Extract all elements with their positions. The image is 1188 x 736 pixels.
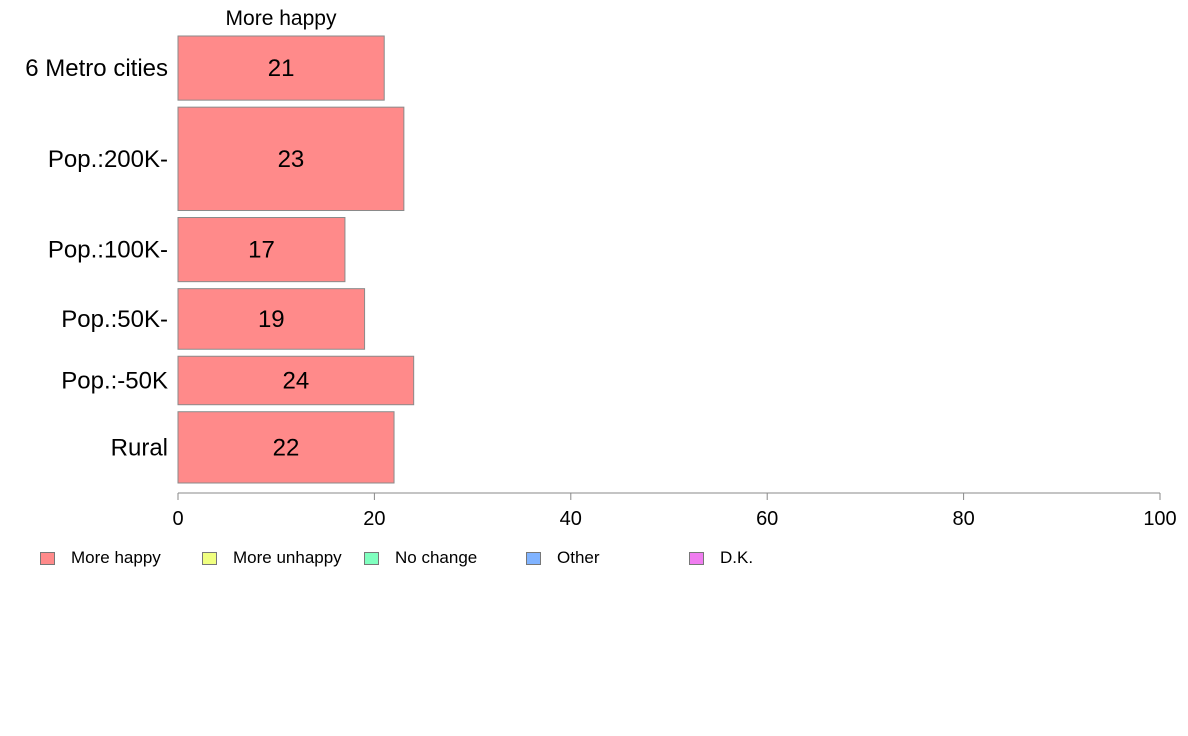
x-tick-label: 80 bbox=[952, 508, 974, 530]
legend-label: Other bbox=[557, 548, 600, 567]
bar bbox=[177, 35, 385, 101]
bar bbox=[177, 355, 415, 406]
legend-item-more-unhappy: More unhappy bbox=[202, 548, 342, 568]
legend-item-other: Other bbox=[526, 548, 600, 568]
category-label: Pop.:200K- bbox=[48, 146, 168, 173]
bar-value-label: 17 bbox=[248, 237, 275, 264]
category-label: Pop.:-50K bbox=[61, 367, 168, 394]
legend: More happy More unhappy No change Other … bbox=[40, 548, 1140, 568]
x-tick-label: 100 bbox=[1143, 508, 1176, 530]
category-label: Pop.:50K- bbox=[61, 306, 168, 333]
bar-value-label: 21 bbox=[268, 55, 295, 82]
x-tick-label: 60 bbox=[756, 508, 778, 530]
bar-value-label: 19 bbox=[258, 306, 285, 333]
legend-swatch-dk bbox=[689, 551, 704, 565]
legend-item-dk: D.K. bbox=[689, 548, 753, 568]
category-label: Rural bbox=[111, 434, 168, 461]
bar-value-label: 23 bbox=[278, 146, 305, 173]
legend-swatch-more-unhappy bbox=[202, 551, 217, 565]
bar bbox=[177, 217, 346, 283]
legend-swatch-other bbox=[526, 551, 541, 565]
bar bbox=[177, 288, 366, 350]
legend-label: More happy bbox=[71, 548, 161, 567]
legend-label: D.K. bbox=[720, 548, 754, 567]
bar bbox=[177, 106, 405, 212]
bar-value-label: 22 bbox=[273, 434, 300, 461]
legend-item-more-happy: More happy bbox=[40, 548, 161, 568]
bars-group: 6 Metro cities 21 Pop.:200K- 23 Pop.:100K- 17… bbox=[25, 35, 415, 484]
legend-label: More unhappy bbox=[233, 548, 342, 567]
chart-title: More happy bbox=[226, 7, 337, 30]
legend-item-no-change: No change bbox=[364, 548, 477, 568]
legend-swatch-no-change bbox=[364, 551, 379, 565]
legend-swatch-more-happy bbox=[40, 551, 55, 565]
x-axis: 0 20 40 60 80 100 bbox=[172, 492, 1177, 530]
x-tick-label: 20 bbox=[363, 508, 385, 530]
bar bbox=[177, 411, 395, 484]
category-label: 6 Metro cities bbox=[25, 55, 168, 82]
bar-value-label: 24 bbox=[282, 367, 309, 394]
x-tick-label: 40 bbox=[560, 508, 582, 530]
category-label: Pop.:100K- bbox=[48, 237, 168, 264]
legend-label: No change bbox=[395, 548, 478, 567]
x-tick-label: 0 bbox=[172, 508, 183, 530]
